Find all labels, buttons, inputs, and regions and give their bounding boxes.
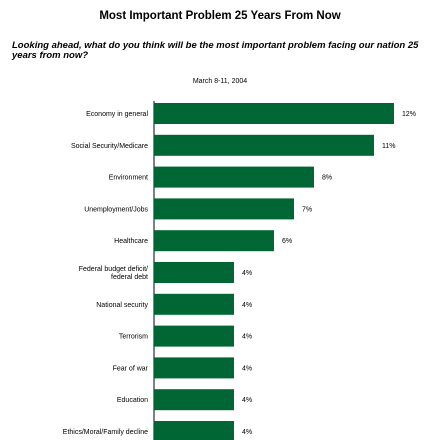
bar-2 [154,166,314,188]
bar-5 [154,262,234,283]
value-label-5: 4% [242,270,252,277]
bar-7 [154,325,234,347]
bar-4 [154,230,274,252]
survey-question: Looking ahead, what do you think will be… [12,40,419,61]
value-label-6: 4% [242,302,252,309]
bar-3 [154,198,294,220]
category-label-7: Terrorism [119,334,148,341]
bar-10 [154,421,234,440]
value-label-4: 6% [282,238,292,245]
bar-1 [154,134,374,156]
category-label-0: Economy in general [86,111,148,118]
value-label-10: 4% [242,429,252,436]
category-label-10: Ethics/Moral/Family decline [63,429,148,436]
value-label-7: 4% [242,334,252,341]
category-label-2: Environment [109,175,148,182]
bar-6 [154,293,234,315]
chart-title: Most Important Problem 25 Years From Now [99,10,341,22]
bar-0 [154,103,394,124]
survey-date: March 8-11, 2004 [192,78,248,85]
value-label-3: 7% [302,206,312,213]
category-label-6: National security [96,302,148,309]
value-label-8: 4% [242,365,252,372]
category-label-8: Fear of war [113,365,149,372]
value-label-0: 12% [402,111,416,118]
value-label-2: 8% [322,175,332,182]
category-label-1: Social Security/Medicare [71,143,148,150]
bar-9 [154,389,234,411]
value-label-9: 4% [242,397,252,404]
category-label-3: Unemployment/Jobs [84,206,148,213]
bar-8 [154,357,234,379]
category-label-9: Education [117,397,148,404]
value-label-1: 11% [382,143,396,150]
category-label-5: Federal budget deficit/federal debt [79,266,148,281]
category-label-4: Healthcare [114,238,148,245]
